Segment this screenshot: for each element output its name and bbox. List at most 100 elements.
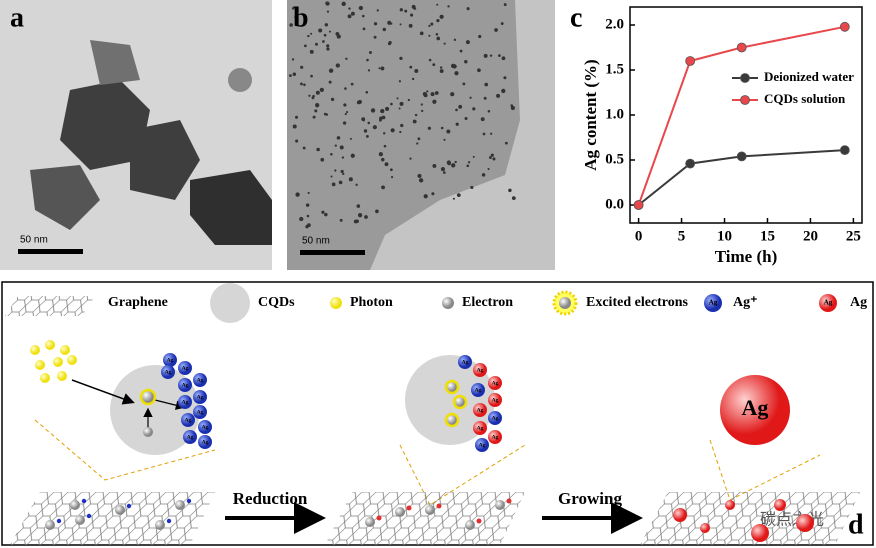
quantum-dot [408, 23, 413, 28]
quantum-dot [487, 167, 490, 171]
quantum-dot [443, 171, 446, 174]
quantum-dot [335, 63, 340, 68]
quantum-dot [414, 68, 419, 73]
graphene-sheet [325, 492, 525, 545]
particles-a [30, 40, 272, 245]
quantum-dot [511, 196, 516, 201]
quantum-dot [417, 137, 421, 141]
quantum-dot [439, 14, 444, 19]
x-tick-label: 10 [717, 228, 732, 244]
quantum-dot [380, 108, 385, 114]
arrow [71, 379, 135, 405]
quantum-dot [294, 15, 299, 19]
electron [45, 520, 55, 530]
quantum-dot [375, 209, 379, 214]
quantum-dot [431, 192, 435, 196]
quantum-dot [423, 194, 428, 199]
quantum-dot [323, 33, 327, 37]
quantum-dot [454, 71, 459, 76]
quantum-dot [368, 51, 372, 54]
quantum-dot [367, 69, 371, 72]
ion [56, 518, 62, 524]
x-axis-label: Time (h) [715, 247, 778, 266]
data-point [839, 21, 850, 32]
electron [75, 515, 85, 525]
schematic: Graphene CQDs Photon Electron Excited el… [5, 283, 867, 545]
quantum-dot [306, 214, 310, 218]
quantum-dot [322, 40, 325, 43]
electron [115, 505, 125, 515]
quantum-dot [326, 47, 330, 51]
ion [436, 503, 442, 509]
photon [57, 371, 67, 381]
ion [198, 420, 212, 434]
ion-label: Ag [492, 380, 499, 386]
quantum-dot [478, 34, 482, 39]
particle-label: Ag [742, 395, 769, 420]
quantum-dot [432, 164, 437, 168]
quantum-dot [376, 9, 379, 12]
quantum-dot [387, 20, 392, 25]
ion-label: Ag [492, 434, 499, 440]
quantum-dot [427, 126, 431, 130]
quantum-dot [426, 90, 429, 93]
excited-electron [452, 394, 468, 410]
cqd [110, 365, 200, 455]
quantum-dot [306, 223, 311, 228]
graphene-sheet [640, 492, 860, 545]
photon-icon [330, 297, 342, 309]
photon [45, 340, 55, 350]
quantum-dot [399, 23, 402, 26]
quantum-dot [348, 177, 353, 182]
quantum-dot [404, 9, 408, 13]
quantum-dot [492, 157, 496, 161]
ion-label: Ag [197, 409, 204, 415]
ion [488, 411, 502, 425]
quantum-dot [344, 87, 347, 90]
legend-label: Ag⁺ [733, 295, 758, 310]
ag-nanoparticle [700, 523, 710, 533]
quantum-dot [409, 157, 412, 160]
electron [495, 500, 505, 510]
quantum-dot [489, 54, 493, 57]
quantum-dot [302, 146, 306, 150]
quantum-dot [494, 28, 498, 32]
ag-nanoparticle [774, 499, 786, 511]
quantum-dot [363, 129, 368, 133]
watermark: 碳点之光 [760, 510, 824, 529]
quantum-dot [447, 5, 450, 8]
electron [365, 517, 375, 527]
quantum-dot [310, 74, 313, 78]
quantum-dot [367, 121, 371, 125]
ag-particle [720, 375, 790, 445]
quantum-dot [416, 142, 419, 145]
arrow [154, 399, 186, 410]
quantum-dot [378, 152, 383, 157]
quantum-dot [379, 116, 383, 121]
quantum-dot [364, 215, 368, 219]
quantum-dot [482, 132, 486, 136]
quantum-dot [306, 204, 309, 207]
quantum-dot [295, 192, 300, 197]
ion-label: Ag [709, 299, 718, 307]
photon [35, 360, 45, 370]
quantum-dot [378, 67, 381, 70]
panel-label: b [293, 2, 309, 33]
quantum-dot [362, 119, 365, 122]
cqd [405, 355, 495, 445]
scale-bar [18, 249, 83, 254]
quantum-dot [314, 109, 318, 113]
ion-label: Ag [197, 377, 204, 383]
x-tick-label: 5 [678, 228, 686, 244]
ion [161, 365, 175, 379]
quantum-dot [300, 65, 304, 69]
quantum-dot [325, 1, 330, 6]
x-tick-label: 25 [846, 228, 861, 244]
ion [186, 498, 192, 504]
ion-label: Ag [475, 387, 482, 393]
quantum-dot [366, 58, 369, 62]
panel-label: d [848, 509, 864, 540]
ion-label: Ag [492, 397, 499, 403]
quantum-dot [411, 4, 416, 9]
quantum-dot [419, 31, 424, 36]
